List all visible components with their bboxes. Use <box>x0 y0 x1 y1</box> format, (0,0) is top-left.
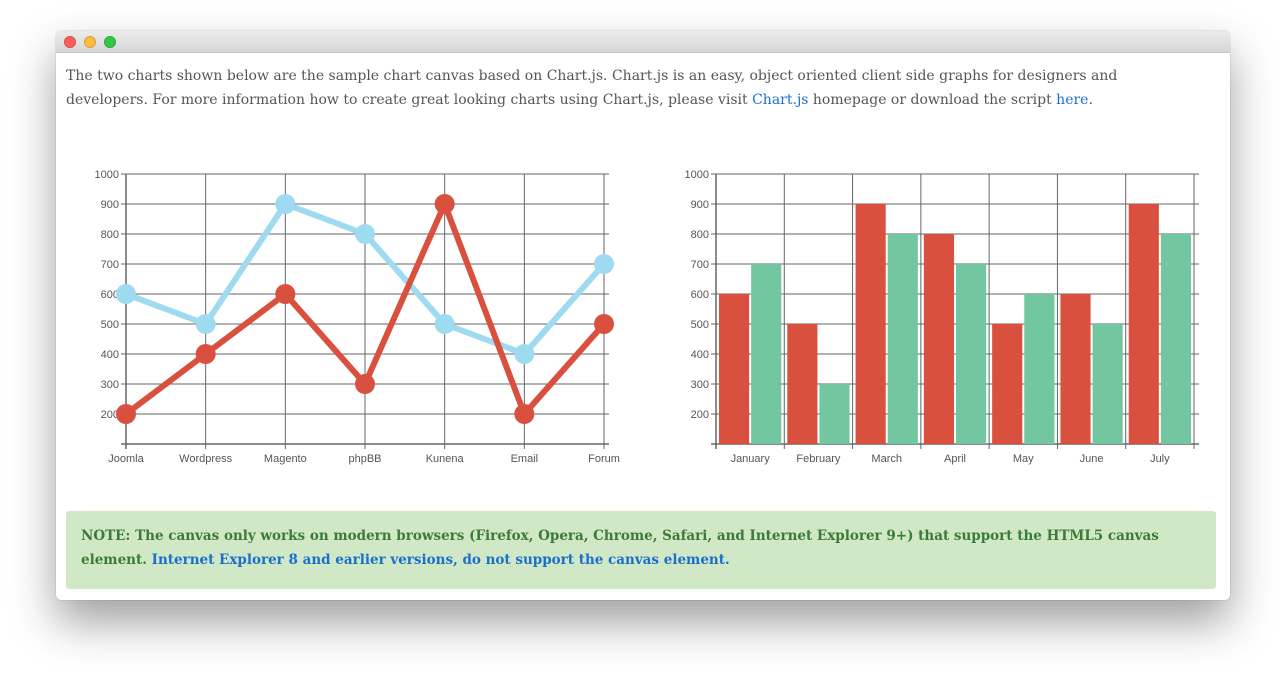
bar-series-2 <box>1092 324 1123 444</box>
y-tick-label: 800 <box>691 229 709 241</box>
note-text: NOTE: The canvas only works on modern br… <box>81 528 1159 568</box>
y-tick-label: 300 <box>691 379 709 391</box>
line-point-series-2 <box>275 284 296 304</box>
chartjs-link[interactable]: Chart.js <box>752 92 809 108</box>
x-tick-label: Kunena <box>426 453 465 465</box>
x-tick-label: Forum <box>588 453 620 465</box>
bar-series-2 <box>1024 294 1055 444</box>
x-tick-label: February <box>796 453 841 465</box>
y-tick-label: 600 <box>101 289 119 301</box>
line-point-series-1 <box>195 314 216 334</box>
y-tick-label: 1000 <box>95 169 119 181</box>
x-tick-label: March <box>871 453 902 465</box>
intro-text-after: . <box>1088 92 1093 108</box>
bar-series-1 <box>1060 294 1091 444</box>
download-here-link[interactable]: here <box>1056 92 1089 108</box>
line-point-series-2 <box>116 404 136 424</box>
bar-series-1 <box>719 294 750 444</box>
bar-chart: 200 300 400 500 600 700 800 900 1000 January Febru… <box>676 157 1216 511</box>
line-chart: 200 300 400 500 600 700 800 900 1000 Joomla Wordpr… <box>86 157 626 511</box>
minimize-window-icon[interactable] <box>84 36 96 48</box>
line-point-series-2 <box>355 374 375 394</box>
line-point-series-1 <box>594 254 614 274</box>
bar-series-2 <box>956 264 987 444</box>
x-tick-label: January <box>731 453 771 465</box>
browser-window: The two charts shown below are the sampl… <box>56 31 1230 600</box>
line-point-series-1 <box>355 224 375 244</box>
y-tick-label: 900 <box>101 199 119 211</box>
y-tick-label: 700 <box>101 259 119 271</box>
title-bar <box>56 31 1230 53</box>
x-tick-label: Email <box>511 453 539 465</box>
bar-series-2 <box>1160 234 1191 444</box>
line-point-series-2 <box>594 314 614 334</box>
y-tick-label: 500 <box>691 319 709 331</box>
bar-series-1 <box>787 324 818 444</box>
x-tick-label: July <box>1150 453 1170 465</box>
y-tick-label: 600 <box>691 289 709 301</box>
y-tick-label: 200 <box>691 409 709 421</box>
y-tick-label: 200 <box>101 409 119 421</box>
bar-series-2 <box>819 384 850 444</box>
x-tick-label: Wordpress <box>179 453 232 465</box>
maximize-window-icon[interactable] <box>104 36 116 48</box>
intro-text-middle: homepage or download the script <box>808 92 1057 108</box>
line-point-series-1 <box>514 344 535 364</box>
close-window-icon[interactable] <box>64 36 76 48</box>
y-tick-label: 400 <box>101 349 119 361</box>
ie8-note-link[interactable]: Internet Explorer 8 and earlier versions… <box>151 552 730 568</box>
y-tick-label: 300 <box>101 379 119 391</box>
line-point-series-1 <box>116 284 136 304</box>
bar-series-2 <box>751 264 782 444</box>
bar-series-1 <box>1128 204 1159 444</box>
x-tick-label: April <box>944 453 966 465</box>
x-tick-label: June <box>1080 453 1104 465</box>
y-tick-label: 500 <box>101 319 119 331</box>
x-tick-label: Magento <box>264 453 307 465</box>
line-point-series-2 <box>434 194 455 214</box>
intro-text-before: The two charts shown below are the sampl… <box>66 68 1118 108</box>
bar-chart-svg: 200 300 400 500 600 700 800 900 1000 January Febru… <box>685 169 1199 465</box>
bar-series-2 <box>887 234 918 444</box>
bar-series-1 <box>855 204 886 444</box>
intro-paragraph: The two charts shown below are the sampl… <box>66 64 1176 112</box>
line-point-series-2 <box>514 404 535 424</box>
bar-series-1 <box>992 324 1023 444</box>
y-tick-label: 700 <box>691 259 709 271</box>
x-tick-label: Joomla <box>108 453 144 465</box>
x-tick-label: phpBB <box>348 453 381 465</box>
line-chart-svg: 200 300 400 500 600 700 800 900 1000 Joomla Wordpr… <box>95 169 620 465</box>
y-tick-label: 400 <box>691 349 709 361</box>
line-point-series-1 <box>275 194 296 214</box>
bar-series-1 <box>923 234 954 444</box>
y-tick-label: 800 <box>101 229 119 241</box>
line-point-series-1 <box>434 314 455 334</box>
browser-support-note: NOTE: The canvas only works on modern br… <box>66 511 1216 589</box>
y-tick-label: 900 <box>691 199 709 211</box>
x-tick-label: May <box>1013 453 1034 465</box>
line-point-series-2 <box>195 344 216 364</box>
y-tick-label: 1000 <box>685 169 709 181</box>
